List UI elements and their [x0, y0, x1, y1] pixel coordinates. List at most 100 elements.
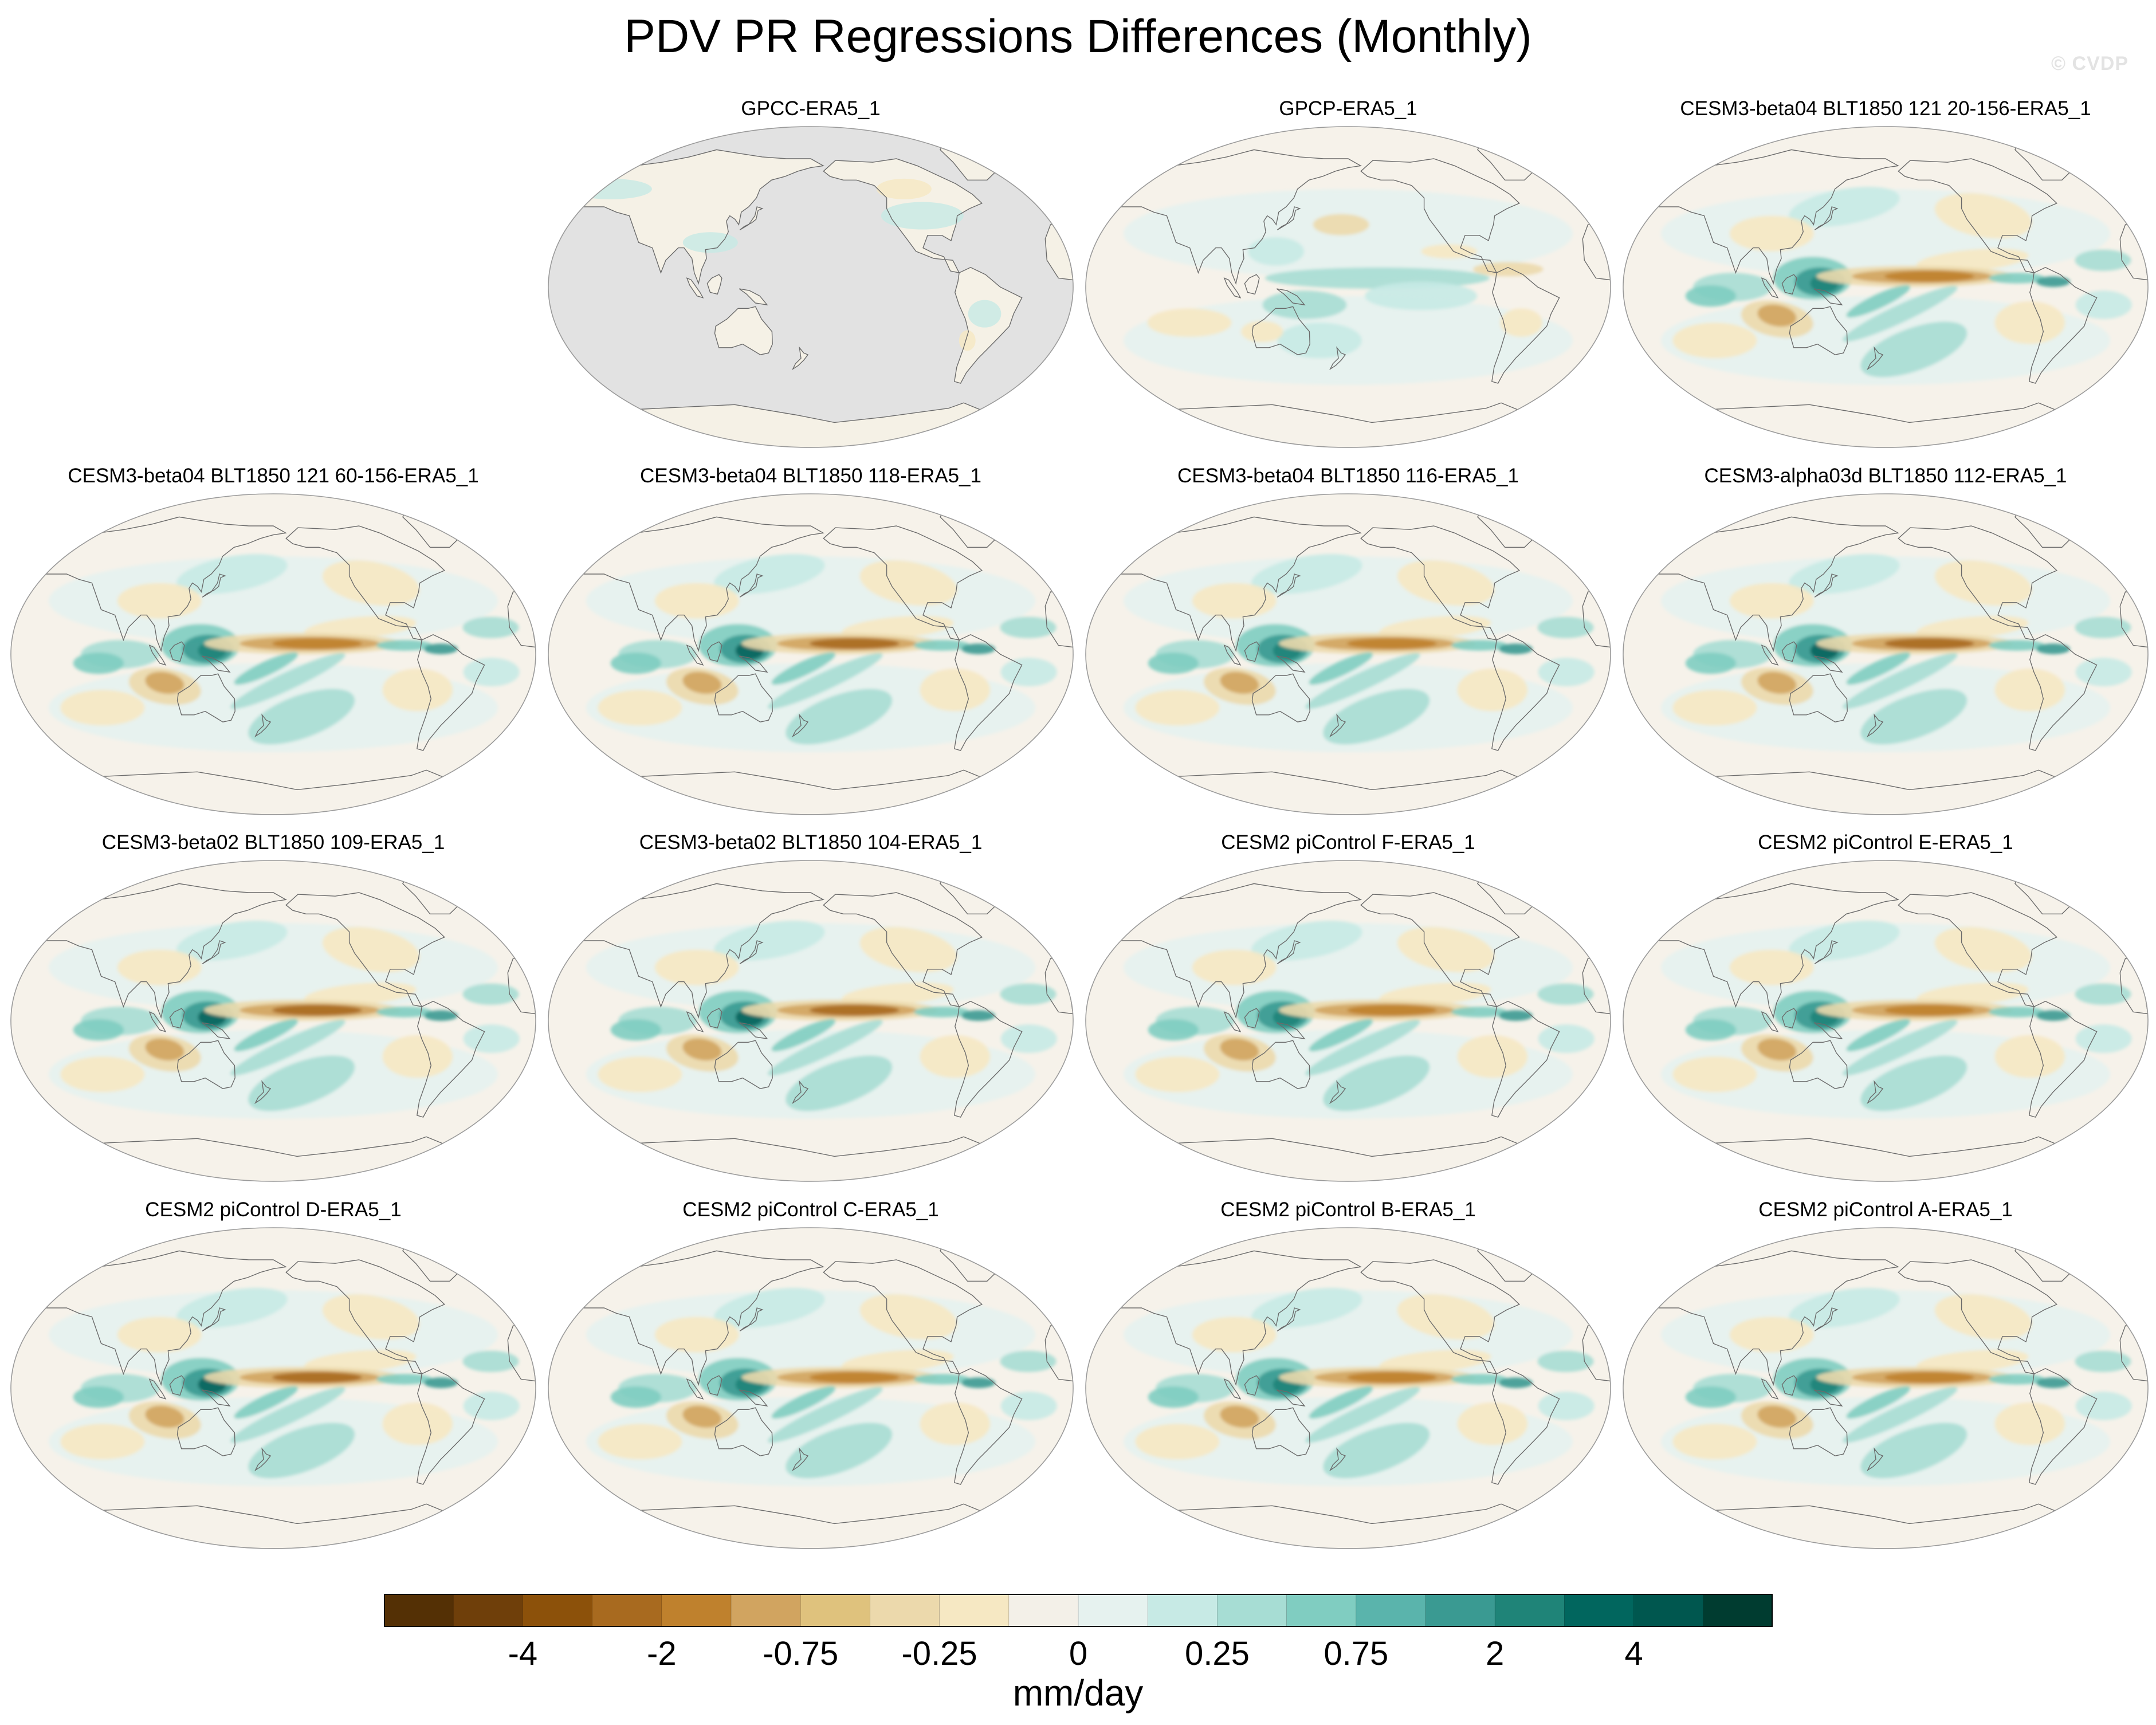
map-panel: CESM3-beta04 BLT1850 121 60-156-ERA5_1: [5, 463, 542, 822]
map-projection: [10, 1227, 536, 1549]
anomaly-field: [1124, 1288, 1595, 1486]
colorbar-swatch: [1703, 1594, 1773, 1627]
anomaly-field: [1124, 921, 1595, 1119]
map-projection: [548, 126, 1074, 448]
colorbar-tick-label: -2: [647, 1635, 677, 1672]
coastlines: [20, 874, 536, 1181]
map-panel: CESM3-beta04 BLT1850 116-ERA5_1: [1079, 463, 1617, 822]
map-projection: [10, 493, 536, 815]
colorbar-tick-label: 0.25: [1184, 1635, 1250, 1672]
map-projection: [10, 860, 536, 1182]
anomaly-field: [49, 554, 520, 752]
colorbar-swatch: [1217, 1594, 1287, 1627]
colorbar-swatch: [523, 1594, 593, 1627]
colorbar-units-label: mm/day: [1012, 1672, 1144, 1714]
map-outline: [548, 1227, 1074, 1549]
colorbar-swatch: [1425, 1594, 1495, 1627]
map-projection: [1623, 1227, 2149, 1549]
map-panel: CESM3-beta04 BLT1850 118-ERA5_1: [542, 463, 1079, 822]
map-projection: [1623, 860, 2149, 1182]
anomaly-field: [586, 921, 1057, 1119]
map-outline: [1623, 1227, 2149, 1549]
panel-title: GPCP-ERA5_1: [1279, 97, 1417, 120]
map-projection: [548, 860, 1074, 1182]
map-panel: CESM3-beta04 BLT1850 121 20-156-ERA5_1: [1617, 96, 2154, 455]
colorbar-swatch: [1148, 1594, 1218, 1627]
colorbar-swatch: [731, 1594, 801, 1627]
colorbar-tick-label: 4: [1624, 1635, 1643, 1672]
map-projection: [1085, 493, 1611, 815]
map-projection: [1085, 860, 1611, 1182]
map-outline: [1085, 493, 1611, 815]
panel-title: CESM3-alpha03d BLT1850 112-ERA5_1: [1704, 465, 2067, 487]
map-projection: [1623, 126, 2149, 448]
colorbar-swatch: [1495, 1594, 1565, 1627]
panel-title: CESM3-beta04 BLT1850 121 60-156-ERA5_1: [68, 465, 479, 487]
panel-title: CESM2 piControl D-ERA5_1: [145, 1199, 402, 1221]
colorbar-swatch: [1078, 1594, 1148, 1627]
colorbar-swatch: [1356, 1594, 1426, 1627]
anomaly-field: [1661, 187, 2132, 385]
map-outline: [10, 860, 536, 1182]
anomaly-field: [1124, 554, 1595, 752]
anomaly-field: [586, 1288, 1057, 1486]
land-field: [558, 140, 1073, 447]
map-panel: CESM3-beta02 BLT1850 109-ERA5_1: [5, 830, 542, 1189]
coastlines: [557, 140, 1073, 447]
panel-title: CESM3-beta04 BLT1850 118-ERA5_1: [639, 465, 981, 487]
map-panel: CESM2 piControl E-ERA5_1: [1617, 830, 2154, 1189]
map-panel: CESM2 piControl D-ERA5_1: [5, 1197, 542, 1556]
map-projection: [1085, 126, 1611, 448]
map-projection: [548, 1227, 1074, 1549]
map-panel: CESM3-alpha03d BLT1850 112-ERA5_1: [1617, 463, 2154, 822]
map-panel: CESM2 piControl C-ERA5_1: [542, 1197, 1079, 1556]
map-outline: [1623, 860, 2149, 1182]
colorbar-swatch: [1008, 1594, 1079, 1627]
anomaly-field: [1661, 921, 2132, 1119]
map-projection: [548, 493, 1074, 815]
panel-title: CESM2 piControl B-ERA5_1: [1220, 1199, 1476, 1221]
colorbar-tick-label: -0.25: [901, 1635, 977, 1672]
map-outline: [548, 126, 1074, 448]
colorbar-tick-label: -4: [508, 1635, 538, 1672]
colorbar-swatch: [870, 1594, 940, 1627]
map-outline: [1623, 493, 2149, 815]
map-outline: [10, 1227, 536, 1549]
map-outline: [10, 493, 536, 815]
coastlines: [1095, 1241, 1611, 1549]
coastlines: [1095, 140, 1611, 447]
colorbar-swatch: [1633, 1594, 1704, 1627]
colorbar: [384, 1594, 1773, 1627]
colorbar-tick-label: 0.75: [1324, 1635, 1389, 1672]
panel-title: CESM2 piControl E-ERA5_1: [1758, 831, 2013, 854]
map-outline: [1085, 126, 1611, 448]
figure-title: PDV PR Regressions Differences (Monthly): [624, 10, 1532, 62]
colorbar-tick-label: 2: [1486, 1635, 1505, 1672]
panel-title: CESM2 piControl C-ERA5_1: [682, 1199, 939, 1221]
panel-title: CESM2 piControl A-ERA5_1: [1758, 1199, 2013, 1221]
colorbar-swatch: [800, 1594, 870, 1627]
anomaly-field: [1661, 1288, 2132, 1486]
map-panel: CESM2 piControl B-ERA5_1: [1079, 1197, 1617, 1556]
colorbar-swatch: [1286, 1594, 1357, 1627]
panel-title: CESM3-beta04 BLT1850 121 20-156-ERA5_1: [1680, 97, 2091, 120]
colorbar-swatch: [1564, 1594, 1635, 1627]
anomaly-field: [49, 1288, 520, 1486]
anomaly-field: [49, 921, 520, 1119]
map-outline: [1085, 1227, 1611, 1549]
panel-title: CESM3-beta02 BLT1850 104-ERA5_1: [639, 831, 983, 854]
map-panel: CESM2 piControl A-ERA5_1: [1617, 1197, 2154, 1556]
map-panel: CESM2 piControl F-ERA5_1: [1079, 830, 1617, 1189]
panel-title: CESM3-beta04 BLT1850 116-ERA5_1: [1177, 465, 1519, 487]
colorbar-tick-label: 0: [1069, 1635, 1088, 1672]
map-projection: [1085, 1227, 1611, 1549]
panel-title: GPCC-ERA5_1: [741, 97, 881, 120]
coastlines: [557, 1241, 1073, 1549]
colorbar-tick-labels: -4 -2 -0.75 -0.25 0 0.25 0.75 2 4: [0, 1634, 2156, 1680]
anomaly-field: [1661, 554, 2132, 752]
watermark: © CVDP: [2051, 53, 2128, 74]
map-panel: GPCP-ERA5_1: [1079, 96, 1617, 455]
map-projection: [1623, 493, 2149, 815]
map-outline: [1085, 860, 1611, 1182]
anomaly-field: [586, 554, 1057, 752]
